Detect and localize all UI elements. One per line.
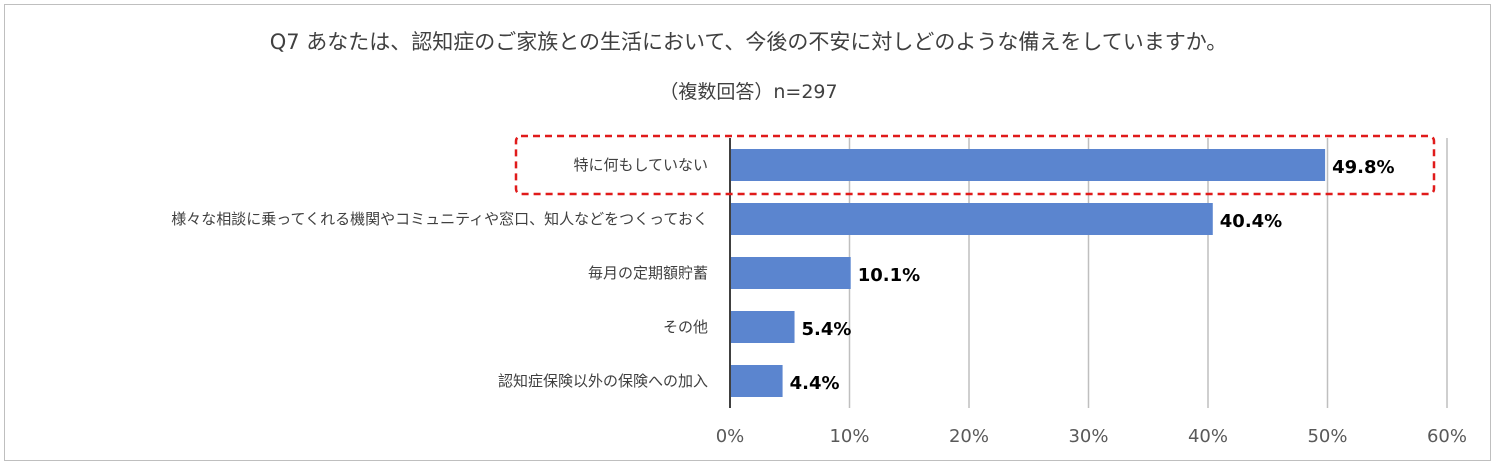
value-label: 4.4% [790,373,840,394]
x-tick-label: 10% [829,426,869,447]
chart-title: Q7 あなたは、認知症のご家族との生活において、今後の不安に対しどのような備えを… [269,30,1228,54]
category-label: 様々な相談に乗ってくれる機関やコミュニティや窓口、知人などをつくっておく [171,210,708,228]
bar [730,149,1326,181]
value-label: 5.4% [802,319,852,340]
value-label: 40.4% [1220,211,1282,232]
category-label: 認知症保険以外の保険への加入 [498,372,708,390]
category-label: 特に何もしていない [573,156,708,174]
bar [730,257,851,289]
category-label: その他 [663,318,708,336]
bar [730,365,783,397]
category-label: 毎月の定期額貯蓄 [588,264,708,282]
value-label: 10.1% [858,265,920,286]
bar [730,311,795,343]
chart-subtitle: （複数回答）n=297 [659,81,838,103]
bar [730,203,1213,235]
x-tick-label: 30% [1068,426,1108,447]
x-tick-label: 50% [1307,426,1347,447]
x-tick-label: 20% [949,426,989,447]
x-tick-label: 40% [1188,426,1228,447]
x-tick-label: 60% [1427,426,1467,447]
value-label: 49.8% [1332,157,1394,178]
x-tick-label: 0% [716,426,745,447]
highlight-box [514,134,1436,196]
